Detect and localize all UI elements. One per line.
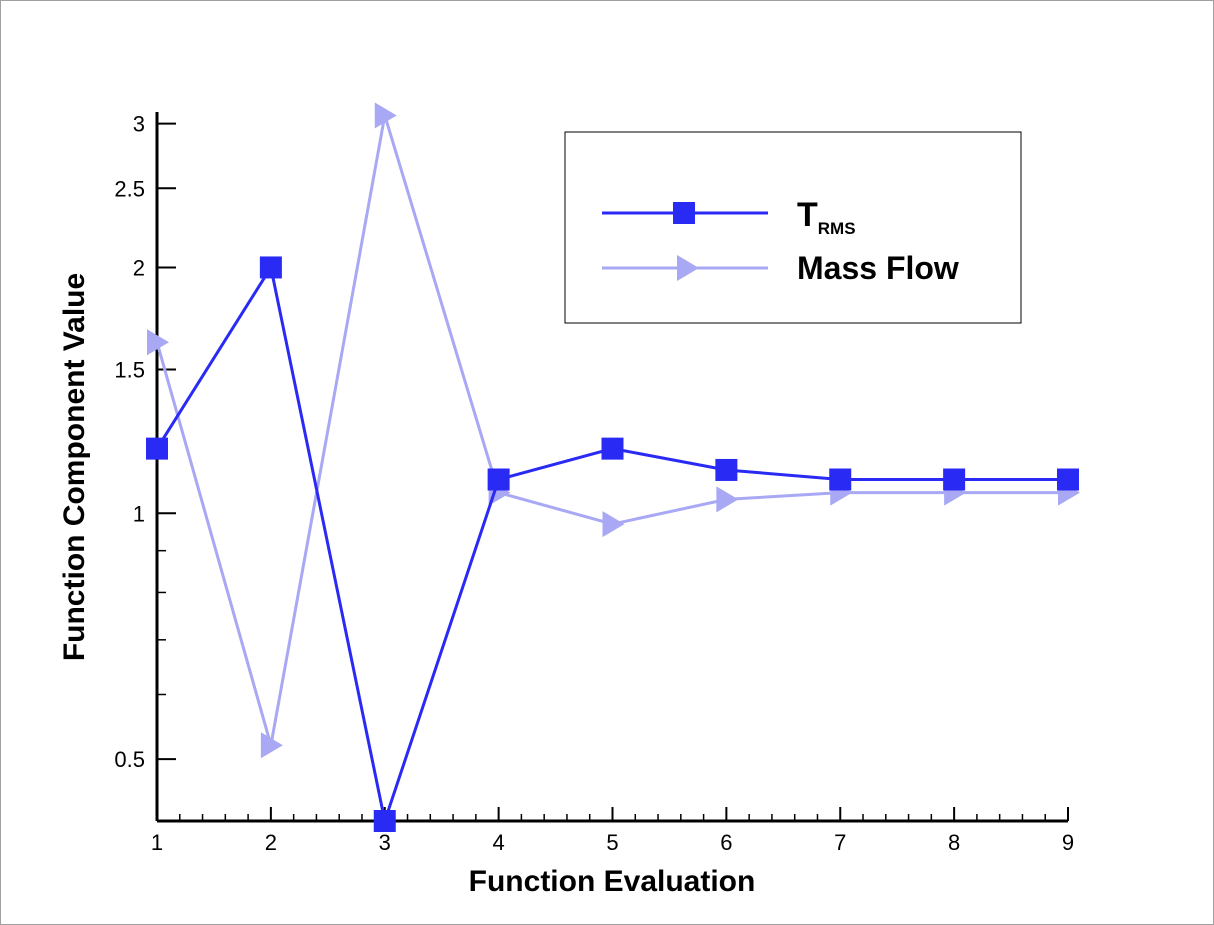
data-point-trms [1057, 468, 1079, 491]
data-point-trms [487, 468, 510, 491]
y-tick-label: 3 [133, 112, 145, 137]
y-tick-label: 1.5 [114, 357, 145, 382]
x-ticks: 1 2 3 4 5 6 7 8 9 [151, 807, 1074, 855]
data-point-trms [601, 437, 624, 460]
data-point-mass-flow [260, 732, 283, 759]
legend-marker-square [673, 202, 695, 224]
y-axis-title: Function Component Value [58, 273, 91, 661]
x-tick-label: 9 [1062, 830, 1074, 855]
data-point-mass-flow [147, 329, 169, 356]
data-point-mass-flow [602, 511, 625, 538]
series-line-trms [155, 263, 1068, 827]
data-point-trms [373, 810, 396, 832]
series-layer [146, 102, 1080, 832]
legend-label-trms-subscript: RMS [818, 219, 856, 238]
legend-label-mass-flow: Mass Flow [797, 250, 959, 286]
x-tick-label: 4 [493, 830, 505, 855]
legend: TRMS Mass Flow [564, 131, 1022, 324]
x-tick-label: 6 [720, 830, 732, 855]
y-tick-label: 1 [133, 501, 145, 526]
x-tick-label: 2 [265, 830, 277, 855]
x-tick-label: 3 [379, 830, 391, 855]
data-point-mass-flow [374, 102, 397, 129]
y-tick-label: 2 [133, 255, 145, 280]
x-tick-label: 7 [834, 830, 846, 855]
x-tick-label: 8 [948, 830, 960, 855]
y-tick-label: 2.5 [114, 176, 145, 201]
data-point-trms [146, 437, 168, 460]
data-point-trms [829, 468, 852, 491]
x-axis-title: Function Evaluation [469, 865, 756, 898]
data-point-trms [259, 256, 282, 279]
legend-box [564, 131, 1022, 324]
y-tick-label: 0.5 [114, 747, 145, 772]
x-tick-label: 5 [606, 830, 618, 855]
x-tick-label: 1 [151, 830, 163, 855]
legend-label-trms-main: T [797, 196, 818, 234]
legend-marker-triangle [677, 255, 699, 281]
data-point-trms [715, 458, 738, 481]
data-point-mass-flow [716, 486, 739, 513]
legend-label-trms: TRMS [797, 196, 856, 238]
y-ticks: 0.5 1 1.5 2 2.5 3 [114, 112, 176, 772]
data-point-trms [943, 468, 966, 491]
